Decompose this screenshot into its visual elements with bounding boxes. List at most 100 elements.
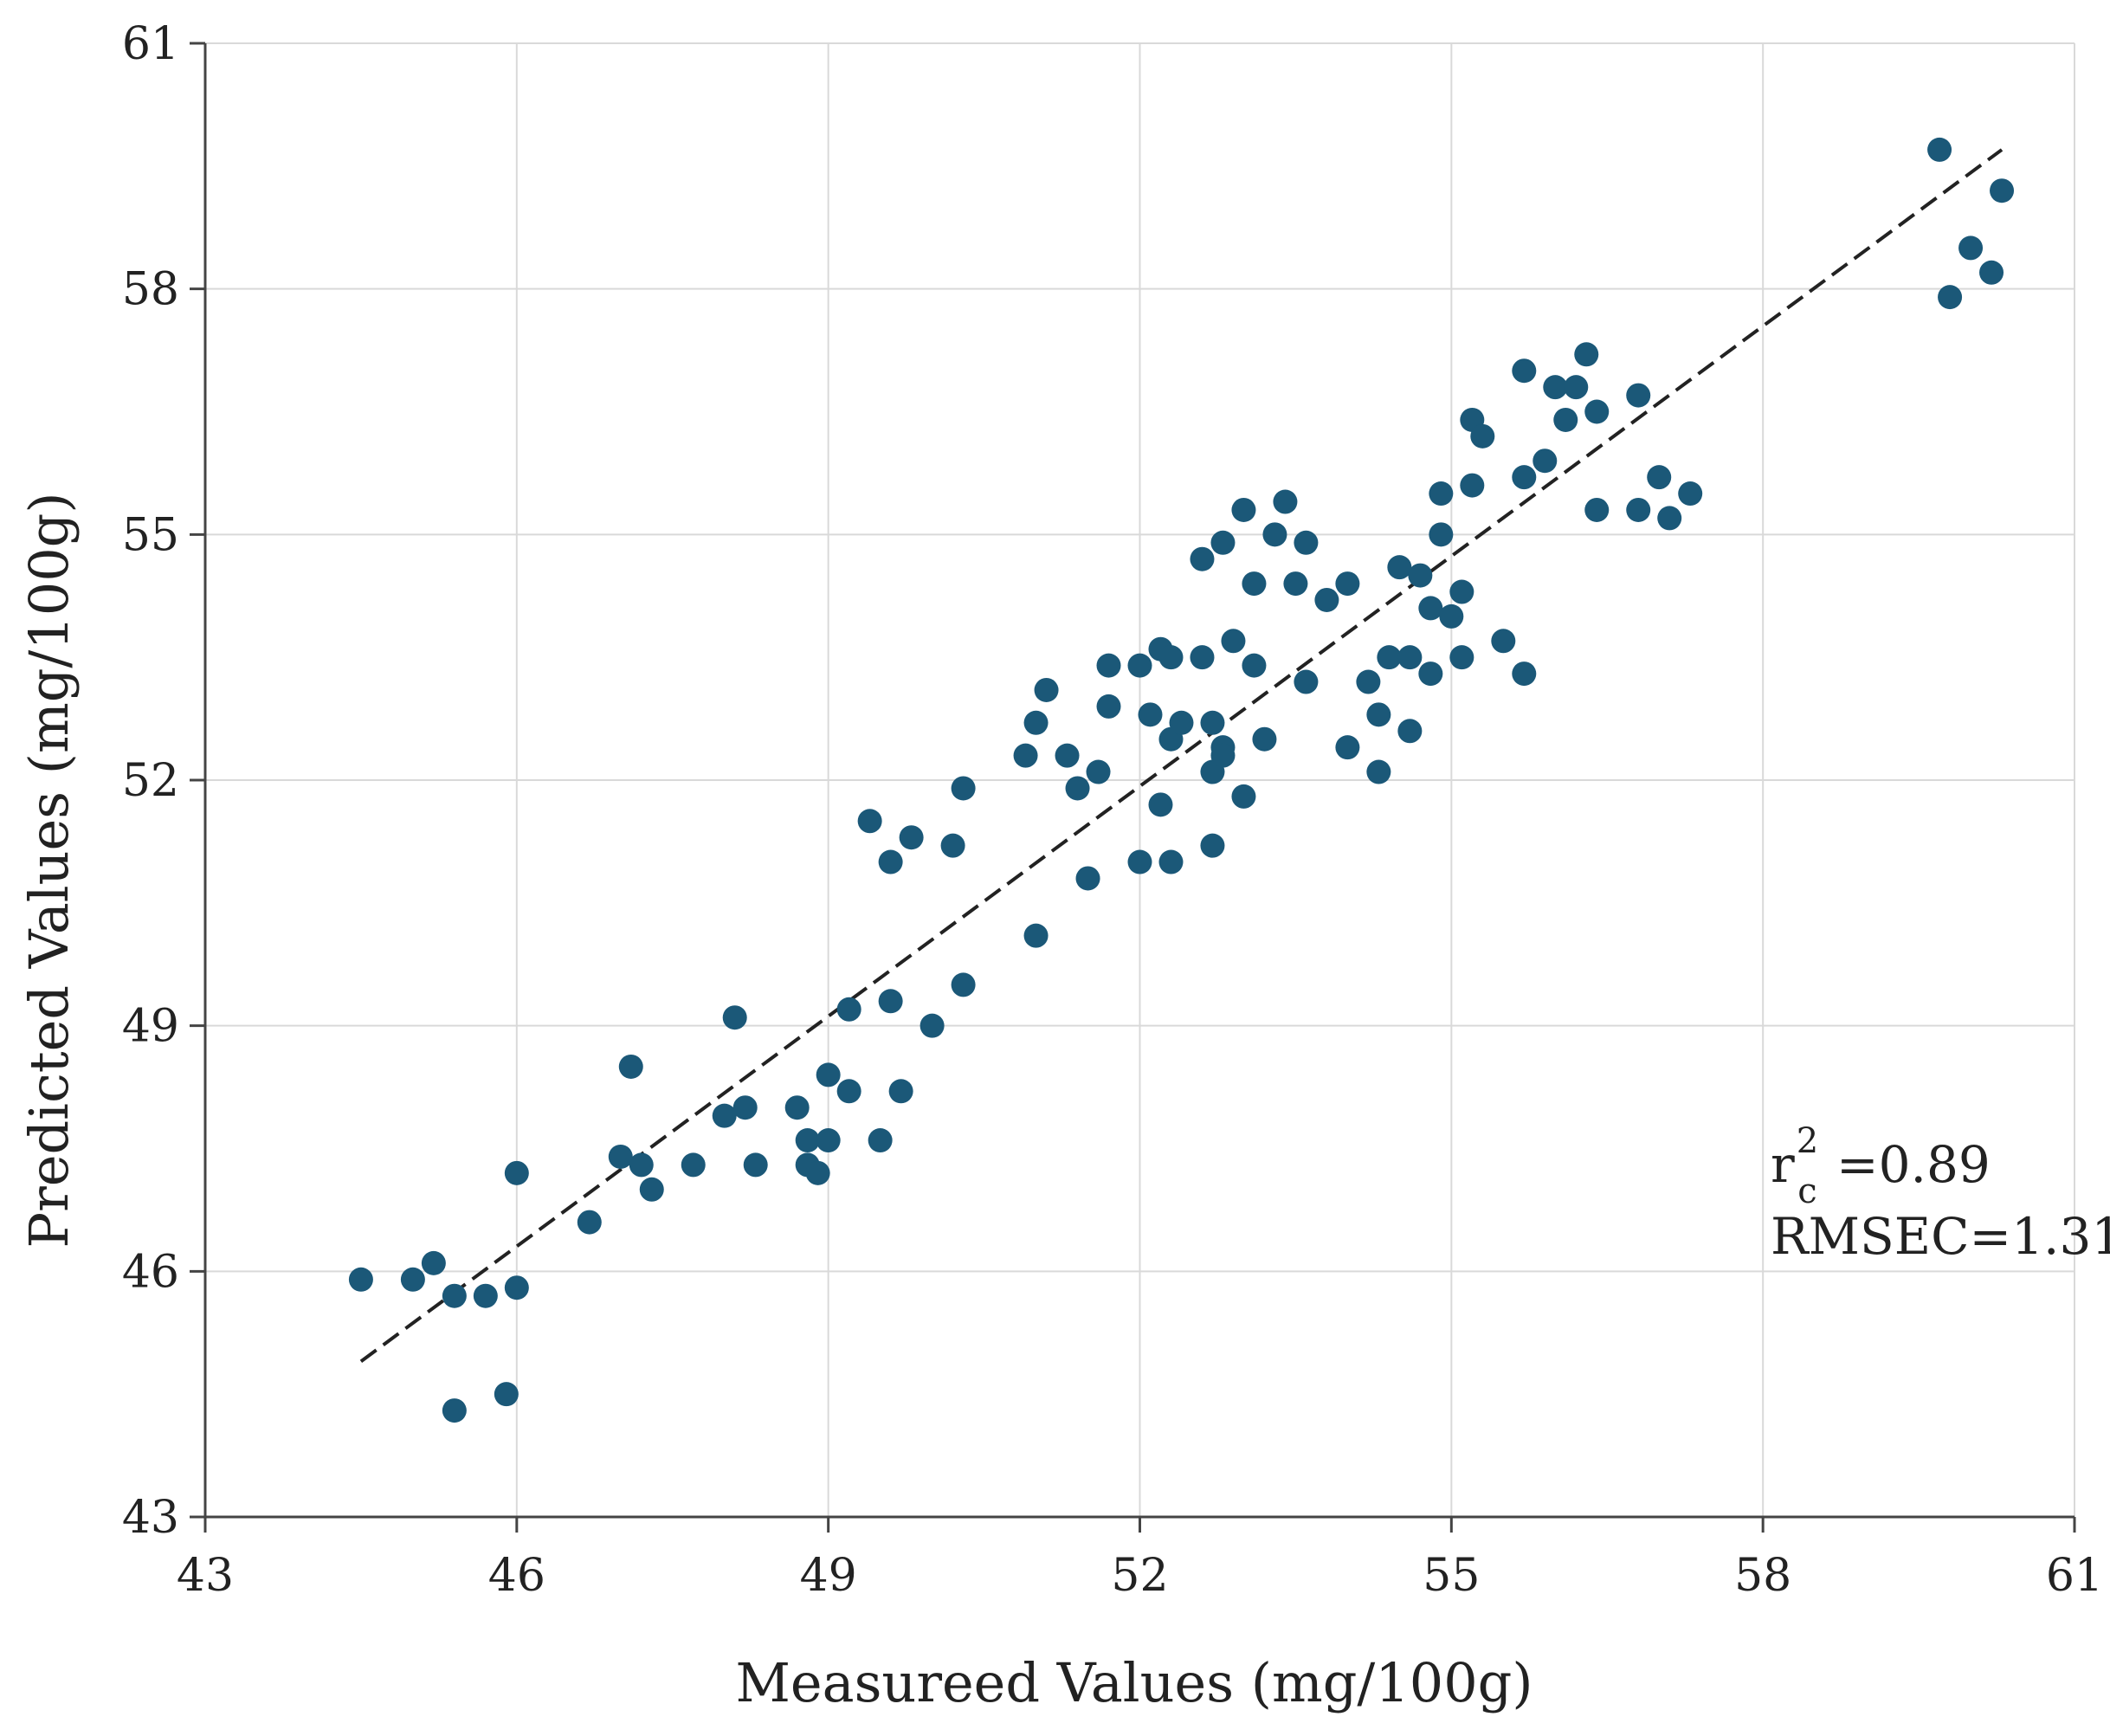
data-point (722, 1005, 747, 1030)
data-point (1927, 137, 1952, 162)
data-point (1138, 702, 1163, 727)
data-point (1584, 497, 1610, 522)
data-point (1200, 833, 1225, 858)
data-point (1283, 571, 1308, 597)
data-point (442, 1398, 467, 1423)
r-superscript: 2 (1797, 1121, 1818, 1161)
y-tick-label: 55 (122, 509, 179, 561)
data-point (1023, 710, 1049, 735)
data-point (1990, 178, 2015, 203)
regression-line (359, 148, 2004, 1363)
data-point (1408, 563, 1433, 588)
data-point (1418, 661, 1443, 687)
y-tick-label: 46 (122, 1246, 179, 1298)
data-point (442, 1283, 467, 1308)
data-point (816, 1062, 841, 1087)
data-point (1564, 375, 1589, 400)
data-point (1439, 603, 1464, 629)
data-point (1023, 923, 1049, 948)
data-point (1096, 653, 1121, 678)
data-point (1065, 776, 1090, 801)
data-point (1075, 866, 1100, 891)
data-point (504, 1160, 529, 1185)
data-point (1958, 236, 1984, 261)
data-point (629, 1152, 654, 1178)
data-point (400, 1267, 425, 1292)
data-point (951, 972, 976, 997)
data-point (681, 1152, 706, 1178)
data-point (1221, 629, 1246, 654)
data-point (1938, 285, 1963, 310)
data-point (1335, 571, 1360, 597)
data-point (1397, 645, 1423, 670)
data-point (1626, 383, 1651, 408)
data-point (784, 1095, 810, 1120)
data-point (857, 809, 882, 834)
x-tick-label: 49 (800, 1550, 857, 1602)
data-point (816, 1128, 841, 1153)
data-point (1148, 792, 1173, 817)
data-point (836, 1079, 861, 1104)
x-axis-title: Measureed Values (mg/100g) (735, 1651, 1532, 1714)
data-point (1231, 497, 1256, 522)
data-point (1647, 465, 1672, 490)
data-point (732, 1095, 758, 1120)
data-point (1470, 423, 1495, 449)
data-point (805, 1160, 830, 1185)
data-point (1418, 596, 1443, 621)
data-point (1335, 735, 1360, 760)
grid-lines (204, 42, 2075, 1518)
data-point (1252, 726, 1277, 752)
y-tick-label: 61 (122, 18, 179, 70)
data-point (1262, 522, 1287, 547)
data-point (868, 1128, 893, 1153)
data-point (1366, 702, 1391, 727)
data-point (1242, 653, 1267, 678)
data-point (743, 1152, 768, 1178)
data-point (1626, 497, 1651, 522)
data-point (1387, 555, 1412, 580)
data-point (1543, 375, 1568, 400)
data-point (940, 833, 965, 858)
fit-line-group (359, 148, 2004, 1363)
data-point (1210, 743, 1236, 768)
data-point (1190, 546, 1215, 571)
data-point (1532, 449, 1558, 474)
data-point (888, 1079, 913, 1104)
data-point (1491, 629, 1516, 654)
data-point (836, 997, 861, 1022)
data-point (878, 849, 903, 874)
data-point (577, 1210, 602, 1235)
data-point (494, 1382, 519, 1407)
y-tick-label: 52 (122, 755, 179, 807)
data-point (1449, 579, 1474, 604)
data-point (1158, 645, 1184, 670)
data-point (504, 1275, 529, 1300)
r-symbol: r (1771, 1135, 1795, 1194)
data-point (712, 1103, 737, 1128)
data-point (1512, 465, 1537, 490)
x-tick-label: 43 (177, 1550, 234, 1602)
data-point (1574, 342, 1599, 367)
x-tick-label: 58 (1734, 1550, 1791, 1602)
x-tick-label: 61 (2046, 1550, 2103, 1602)
data-point (608, 1144, 633, 1169)
data-point (1127, 849, 1152, 874)
data-point (1200, 710, 1225, 735)
data-point (1158, 849, 1184, 874)
data-point (473, 1283, 498, 1308)
data-point (1512, 661, 1537, 687)
data-point (1460, 473, 1485, 498)
data-point (951, 776, 976, 801)
data-point (1086, 759, 1111, 784)
data-point (919, 1013, 945, 1038)
data-point (1314, 587, 1339, 612)
x-tick-label: 46 (488, 1550, 545, 1602)
data-point (1429, 481, 1454, 507)
data-point (1210, 530, 1236, 555)
data-point (348, 1267, 373, 1292)
data-point (1449, 645, 1474, 670)
data-point (1169, 710, 1194, 735)
x-tick-label: 52 (1111, 1550, 1168, 1602)
